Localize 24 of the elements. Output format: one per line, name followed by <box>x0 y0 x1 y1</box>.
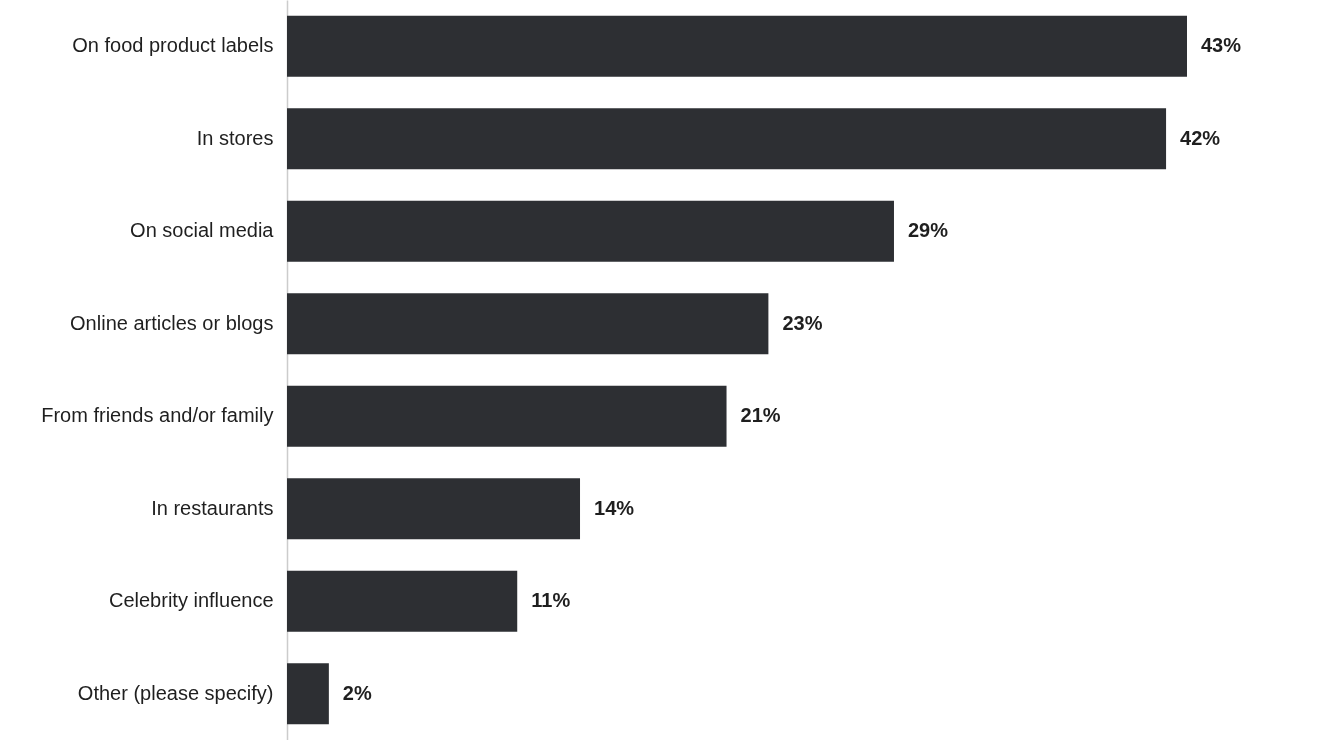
y-tick-label: Other (please specify) <box>77 681 274 704</box>
y-tick-label: On food product labels <box>72 34 274 57</box>
bar <box>287 293 769 355</box>
bar <box>287 200 894 262</box>
y-tick-label: Online articles or blogs <box>70 311 274 334</box>
data-label: 14% <box>594 496 635 519</box>
bar <box>287 663 329 725</box>
data-label: 29% <box>907 219 949 242</box>
data-label: 11% <box>531 589 571 612</box>
y-tick-label: On social media <box>130 219 275 242</box>
bar <box>287 570 518 632</box>
data-label: 42% <box>1180 126 1221 149</box>
bar <box>287 108 1167 170</box>
y-tick-label: Celebrity influence <box>108 589 274 612</box>
data-label: 23% <box>782 311 823 334</box>
data-label: 43% <box>1201 34 1242 57</box>
bar <box>287 385 727 447</box>
data-label: 21% <box>740 404 781 427</box>
y-tick-label: In restaurants <box>151 496 274 519</box>
bar <box>287 15 1187 77</box>
y-tick-label: In stores <box>196 126 274 149</box>
bar <box>287 478 581 540</box>
y-tick-label: From friends and/or family <box>41 404 274 427</box>
data-label: 2% <box>342 681 372 704</box>
